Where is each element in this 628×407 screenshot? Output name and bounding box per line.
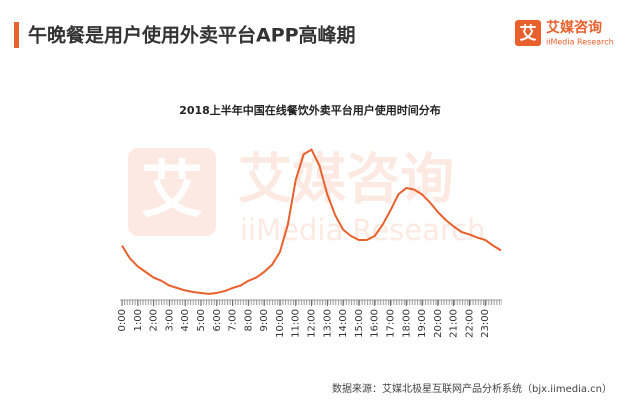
x-tick-label: 21:00 xyxy=(449,309,460,338)
data-line xyxy=(121,148,502,295)
x-tick-label: 1:00 xyxy=(133,309,144,331)
watermark-name: 艾媒咨询 xyxy=(238,148,454,211)
x-tick-label: 12:00 xyxy=(307,309,318,338)
page-title: 午晚餐是用户使用外卖平台APP高峰期 xyxy=(28,24,356,47)
watermark: 艾 艾媒咨询 iiMedia Research xyxy=(128,148,485,247)
x-tick-label: 2:00 xyxy=(149,309,160,331)
x-tick-label: 5:00 xyxy=(196,309,207,331)
x-tick-label: 17:00 xyxy=(385,309,396,338)
x-tick-label: 10:00 xyxy=(275,309,286,338)
x-tick-label: 9:00 xyxy=(259,309,270,331)
logo-sub: iiMedia Research xyxy=(546,38,614,47)
x-tick-label: 20:00 xyxy=(433,309,444,338)
logo-mark: 艾 xyxy=(520,23,537,44)
x-tick-label: 3:00 xyxy=(164,309,175,331)
x-tick-label: 23:00 xyxy=(480,309,491,338)
logo-box xyxy=(515,20,541,46)
x-tick-label: 11:00 xyxy=(291,309,302,338)
x-tick-label: 18:00 xyxy=(401,309,412,338)
chart-title: 2018上半年中国在线餐饮外卖平台用户使用时间分布 xyxy=(179,103,441,117)
watermark-box xyxy=(128,148,216,236)
x-tick-label: 6:00 xyxy=(212,309,223,331)
x-tick-label: 16:00 xyxy=(370,309,381,338)
x-tick-label: 0:00 xyxy=(117,309,128,331)
title-bar xyxy=(14,22,19,48)
x-tick-label: 7:00 xyxy=(228,309,239,331)
x-tick-label: 19:00 xyxy=(417,309,428,338)
x-tick-label: 15:00 xyxy=(354,309,365,338)
watermark-mark: 艾 xyxy=(141,153,203,226)
source: 数据来源：艾媒北极星互联网产品分析系统（bjx.iimedia.cn） xyxy=(332,382,612,395)
x-tick-label: 22:00 xyxy=(464,309,475,338)
x-tick-label: 13:00 xyxy=(322,309,333,338)
x-tick-label: 4:00 xyxy=(180,309,191,331)
logo-name: 艾媒咨询 xyxy=(546,19,602,36)
watermark-sub: iiMedia Research xyxy=(240,213,485,247)
x-tick-label: 14:00 xyxy=(338,309,349,338)
x-tick-label: 8:00 xyxy=(243,309,254,331)
